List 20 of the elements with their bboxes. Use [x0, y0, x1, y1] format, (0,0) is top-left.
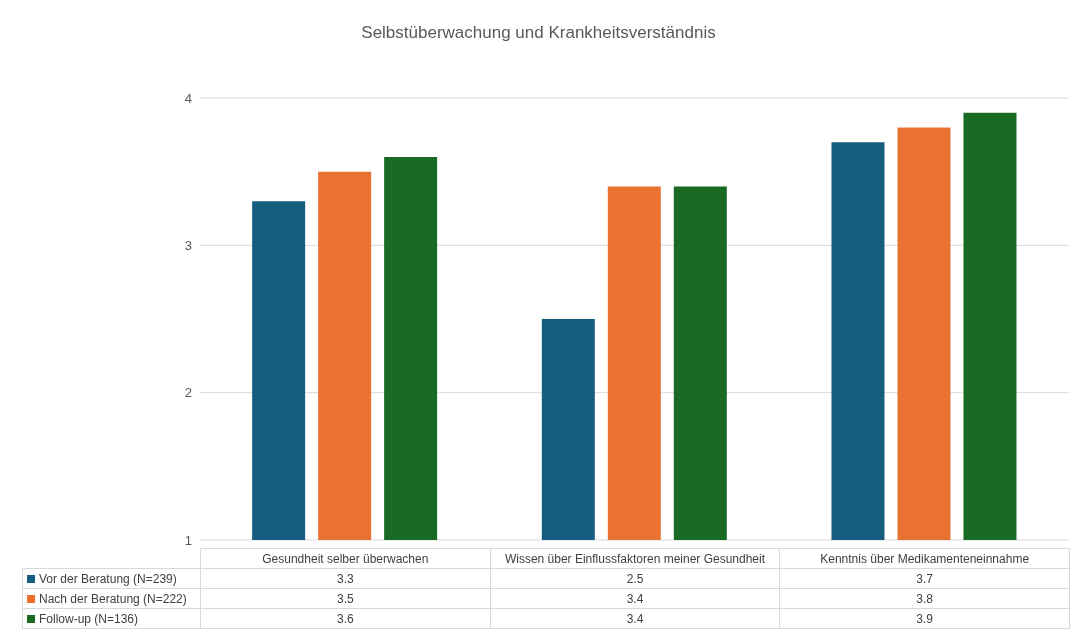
data-label: 3.4	[490, 608, 780, 629]
data-label: 3.5	[200, 588, 491, 609]
y-tick-label: 3	[184, 237, 192, 253]
y-tick-label: 4	[184, 90, 192, 106]
data-label: 3.6	[200, 608, 491, 629]
y-tick-label: 2	[184, 385, 192, 401]
x-tick-label: Gesundheit selber überwachen	[200, 548, 491, 569]
x-tick-label: Wissen über Einflussfaktoren meiner Gesundheit	[490, 548, 780, 569]
data-label: 3.9	[779, 608, 1070, 629]
chart-title: Selbstüberwachung und Krankheitsverständnis	[360, 22, 717, 44]
data-label: 3.3	[200, 568, 491, 589]
data-label: 2.5	[490, 568, 780, 589]
data-label: 3.4	[490, 588, 780, 609]
y-tick-label: 1	[184, 532, 192, 548]
data-label: 3.8	[779, 588, 1070, 609]
legend-label: Follow-up (N=136)	[22, 608, 201, 629]
legend-label: Nach der Beratung (N=222)	[22, 588, 201, 609]
x-tick-label: Kenntnis über Medikamenteneinnahme	[779, 548, 1070, 569]
legend-label: Vor der Beratung (N=239)	[22, 568, 201, 589]
data-label: 3.7	[779, 568, 1070, 589]
